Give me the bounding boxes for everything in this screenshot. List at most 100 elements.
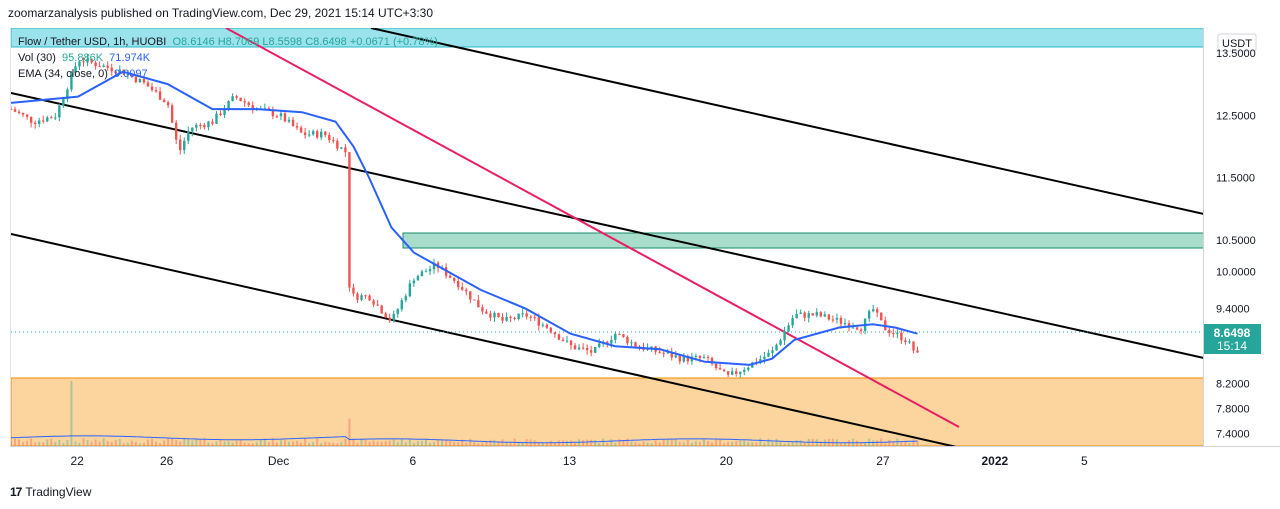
candle-body — [62, 98, 65, 106]
volume-bar — [646, 442, 649, 446]
volume-bar — [654, 440, 657, 446]
candle-body — [606, 341, 609, 344]
candle-body — [106, 65, 109, 68]
volume-bar — [134, 441, 137, 446]
candle-body — [775, 344, 778, 351]
candle-body — [424, 271, 428, 273]
candle-body — [823, 314, 827, 317]
candle-body — [199, 124, 202, 126]
volume-bar — [860, 443, 863, 446]
volume-bar — [622, 440, 625, 446]
candle-body — [674, 355, 677, 358]
volume-bar — [449, 441, 452, 446]
candle-body — [86, 58, 89, 63]
candle-body — [545, 324, 549, 328]
candle-body — [58, 105, 61, 118]
candle-body — [743, 369, 746, 372]
volume-bar — [674, 439, 677, 446]
volume-bar — [22, 442, 25, 446]
volume-bar — [767, 438, 770, 446]
candle-body — [904, 340, 907, 343]
volume-bar — [142, 442, 145, 446]
candle-body — [553, 332, 557, 335]
volume-bar — [549, 440, 552, 446]
candle-body — [815, 312, 818, 316]
volume-bar — [876, 440, 879, 446]
volume-bar — [727, 441, 730, 446]
volume-bar — [376, 441, 379, 446]
volume-bar — [106, 440, 109, 446]
volume-bar — [723, 443, 726, 446]
candle-body — [74, 66, 77, 73]
candle-body — [372, 300, 375, 305]
top-zone — [11, 28, 1204, 48]
tradingview-logo[interactable]: 17 TradingView — [10, 485, 91, 499]
candle-body — [279, 113, 283, 117]
volume-bar — [207, 442, 210, 446]
candle-body — [251, 105, 254, 110]
volume-legend-row[interactable]: Vol (30) 95.886K 71.974K — [18, 50, 438, 66]
candle-body — [593, 346, 597, 353]
volume-bar — [360, 438, 363, 446]
candle-body — [283, 113, 287, 122]
volume-ma-line — [11, 435, 918, 444]
candle-body — [227, 101, 230, 110]
time-axis[interactable]: 22 26 Dec 6 13 20 27 2022 5 — [10, 446, 1280, 475]
candle-body — [585, 348, 589, 351]
candle-body — [509, 316, 512, 318]
candle-body — [150, 86, 154, 91]
volume-bar — [98, 441, 101, 446]
candle-body — [767, 352, 770, 357]
candle-body — [892, 332, 895, 334]
time-axis-labels: 22 26 Dec 6 13 20 27 2022 5 — [70, 454, 1088, 468]
volume-bar — [130, 440, 133, 446]
candle-body — [517, 313, 520, 319]
volume-bar — [159, 443, 162, 446]
candle-body — [896, 332, 899, 334]
candle-body — [581, 347, 585, 349]
volume-bar — [489, 439, 492, 446]
volume-bar — [686, 439, 689, 446]
publisher-line: zoomarzanalysis published on TradingView… — [8, 6, 434, 20]
chart-pane[interactable] — [10, 28, 1204, 446]
volume-bar — [304, 438, 307, 446]
volume-bar — [287, 441, 290, 446]
price-axis[interactable]: USDT 13.5000 12.5000 11.5000 10.5000 10.0000… — [1203, 28, 1280, 446]
candle-body — [311, 131, 315, 135]
candle-body — [666, 352, 669, 354]
candle-body — [791, 318, 794, 326]
volume-bar — [638, 443, 641, 446]
candle-body — [195, 124, 198, 128]
volume-bar — [126, 442, 129, 446]
volume-bar — [614, 442, 617, 446]
time-tick-label: 13 — [563, 454, 577, 468]
price-candles — [11, 54, 919, 378]
price-chart[interactable] — [11, 28, 1204, 446]
volume-bar — [908, 442, 911, 446]
volume-bar — [747, 442, 750, 446]
candle-body — [694, 355, 698, 357]
ema-legend-row[interactable]: EMA (34, close, 0) 9.0097 — [18, 66, 438, 82]
time-tick-label: Dec — [268, 454, 289, 468]
volume-bar — [682, 442, 685, 446]
candle-body — [400, 300, 404, 310]
volume-bar — [803, 442, 806, 446]
volume-bar — [469, 438, 472, 446]
time-tick-label: 26 — [160, 454, 174, 468]
candle-body — [239, 97, 242, 102]
volume-bar — [839, 443, 842, 446]
candle-body — [807, 313, 810, 318]
volume-bar — [590, 439, 593, 446]
time-tick-label: 22 — [70, 454, 84, 468]
candle-body — [29, 116, 33, 123]
candle-body — [698, 355, 702, 359]
symbol-legend-row[interactable]: Flow / Tether USD, 1h, HUOBI O8.6146 H8.… — [18, 34, 438, 50]
volume-bar — [872, 440, 875, 446]
candle-body — [90, 58, 93, 63]
volume-bar — [565, 440, 568, 446]
resistance-zone — [402, 232, 1204, 249]
volume-bar — [42, 442, 45, 446]
candle-body — [356, 293, 359, 300]
volume-bar — [392, 439, 395, 446]
candle-body — [348, 152, 351, 288]
